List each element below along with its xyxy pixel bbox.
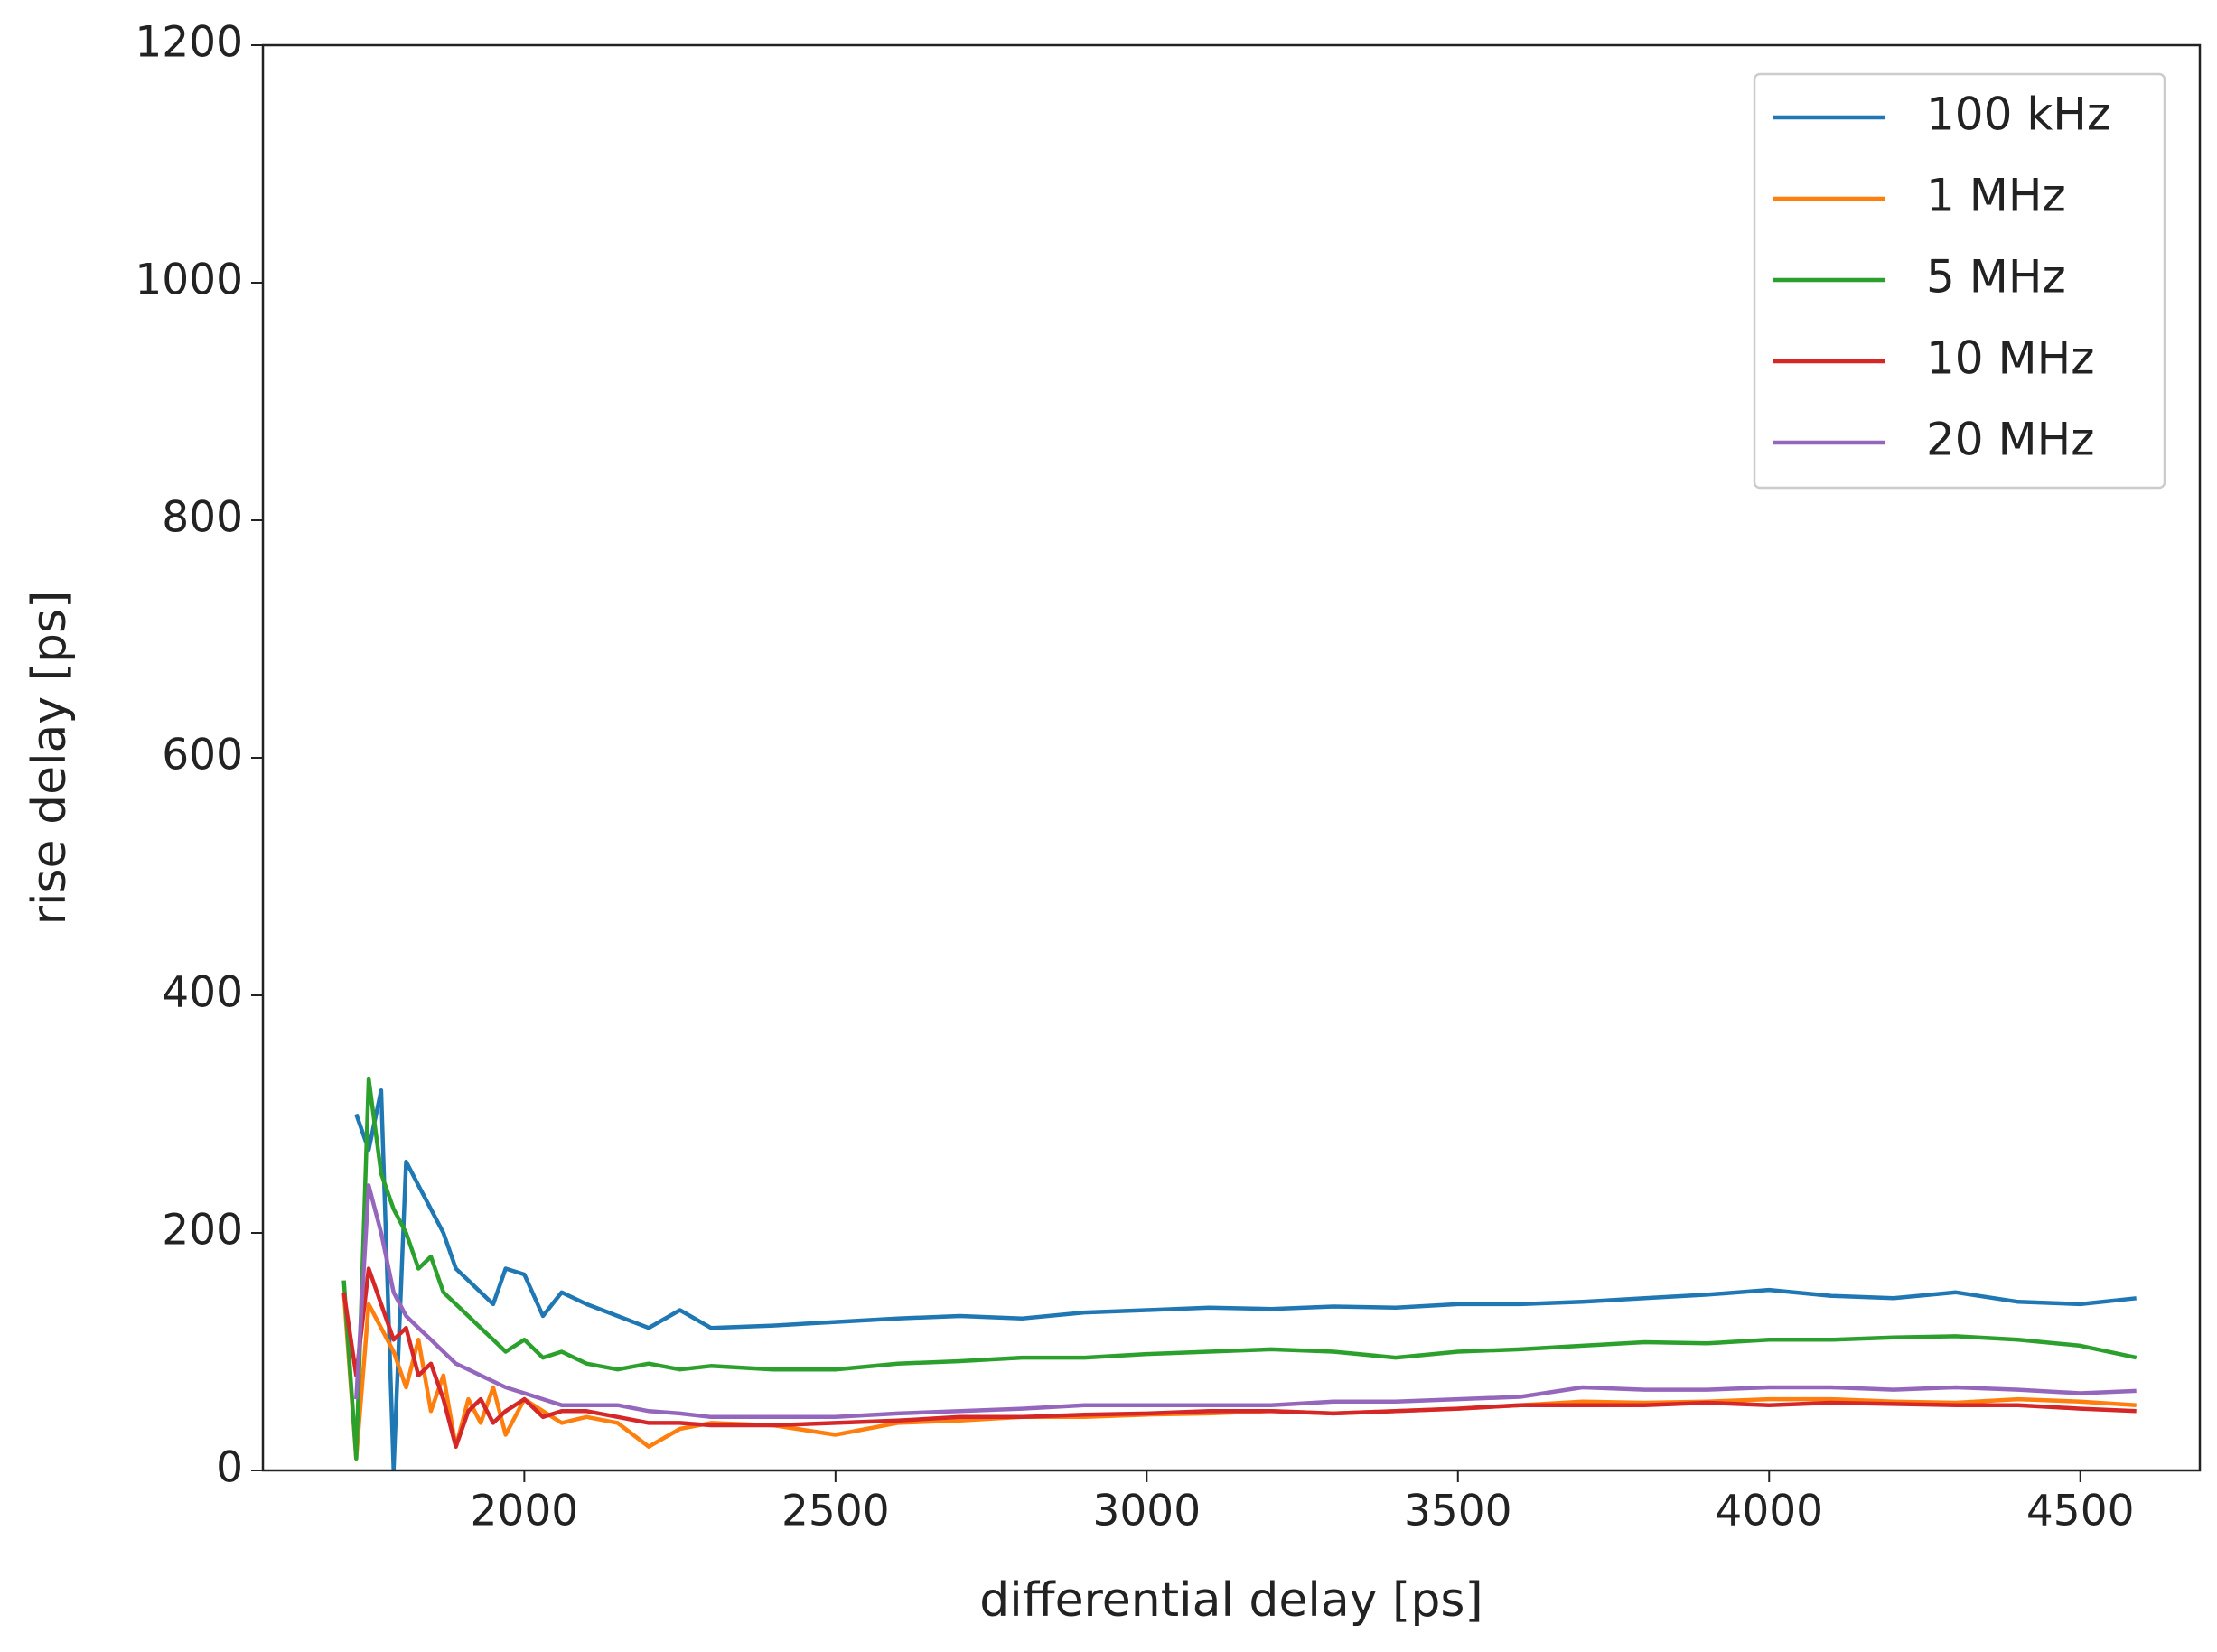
legend-label: 20 MHz (1926, 414, 2095, 466)
x-tick-label: 4500 (2026, 1487, 2135, 1536)
y-tick-label: 0 (216, 1443, 243, 1493)
x-tick-label: 4000 (1715, 1487, 1823, 1536)
series-line (354, 1087, 2137, 1470)
plot-frame (261, 43, 2202, 1472)
legend-label: 5 MHz (1926, 251, 2066, 303)
y-tick-label: 800 (162, 493, 243, 543)
legend-label: 100 kHz (1926, 89, 2110, 141)
y-axis-label: rise delay [ps] (23, 591, 77, 926)
y-tick-label: 600 (162, 731, 243, 780)
x-axis-label: differential delay [ps] (979, 1573, 1483, 1628)
x-tick-label: 3500 (1404, 1487, 1512, 1536)
legend-label: 1 MHz (1926, 170, 2066, 222)
legend-label: 10 MHz (1926, 332, 2095, 385)
series-line (341, 1292, 2137, 1461)
series-line (341, 1076, 2137, 1461)
y-tick-label: 1200 (135, 18, 243, 68)
x-tick-label: 2000 (471, 1487, 579, 1536)
legend-box (1753, 72, 2166, 490)
series-line (354, 1183, 2137, 1420)
y-tick-label: 1000 (135, 256, 243, 305)
x-tick-label: 3000 (1092, 1487, 1201, 1536)
x-tick-label: 2500 (781, 1487, 890, 1536)
y-tick-label: 200 (162, 1206, 243, 1255)
y-tick-label: 400 (162, 968, 243, 1018)
series-line (341, 1266, 2137, 1449)
